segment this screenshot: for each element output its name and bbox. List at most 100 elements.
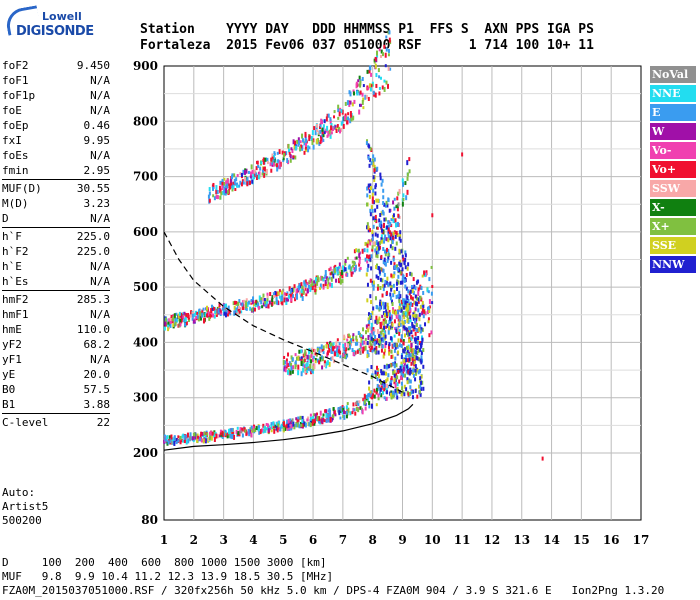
echo-point [382,321,385,326]
echo-point [393,206,396,211]
echo-point [363,397,366,402]
echo-point [299,140,302,144]
echo-point [395,281,398,286]
echo-point [225,303,228,308]
echo-point [409,289,412,294]
echo-point [361,347,364,352]
echo-point [411,348,414,353]
param-separator [2,227,110,228]
echo-point [237,431,240,436]
echo-point [407,331,410,337]
param-value: N/A [90,353,110,366]
echo-point [366,260,369,264]
echo-point [213,433,216,438]
echo-point [421,327,424,332]
echo-point [364,94,367,100]
echo-point [358,258,361,264]
echo-point [299,146,302,152]
echo-point [380,182,383,187]
echo-point [314,130,317,136]
echo-point [408,353,411,358]
echo-point [380,211,383,216]
echo-point [210,430,213,435]
echo-point [249,427,252,432]
echo-point [392,274,395,279]
echo-point [183,438,186,444]
echo-point [400,381,403,386]
echo-point [375,315,378,320]
echo-point [382,211,385,216]
echo-point [288,286,291,292]
echo-point [379,321,382,327]
echo-point [285,297,288,302]
echo-point [321,418,324,424]
echo-point [323,419,326,423]
echo-point [415,280,418,285]
echo-point [384,249,387,254]
param-value: N/A [90,74,110,87]
legend-item: E [650,104,696,121]
echo-point [421,300,424,305]
x-tick-label: 4 [249,533,257,547]
echo-point [368,400,371,405]
echo-point [383,386,386,392]
echo-point [406,160,409,166]
parameter-panel: foF2 9.450 foF1 N/A foF1p N/A foE N/A foEp 0.46 fx… [2,58,110,430]
echo-point [383,325,386,330]
echo-point [370,326,373,331]
echo-point [420,380,423,385]
echo-point [371,282,374,287]
echo-point [344,260,347,266]
echo-point [357,403,360,407]
echo-point [414,301,417,306]
echo-point [355,335,358,341]
echo-point [257,302,260,308]
param-name: h`Es [2,275,29,288]
echo-point [326,113,329,118]
echo-point [389,292,392,297]
echo-point [408,368,411,372]
echo-point [305,147,308,152]
echo-point [398,303,401,308]
echo-point [331,126,334,132]
footer-info: D 100 200 400 600 800 1000 1500 3000 [km… [2,556,664,598]
echo-point [247,170,250,174]
echo-point [332,342,335,346]
echo-point [305,138,308,143]
echo-point [275,296,278,302]
isolated-echo-point [431,213,434,218]
echo-point [262,160,265,165]
echo-point [400,361,403,366]
echo-point [394,383,397,389]
echo-point [401,277,404,282]
echo-point [313,280,316,284]
echo-point [356,349,359,354]
echo-point [372,188,375,193]
echo-point [426,287,429,293]
echo-point [419,304,422,309]
echo-point [393,373,396,378]
echo-point [313,413,316,417]
echo-point [414,331,417,336]
echo-point [314,352,317,356]
echo-point [291,369,294,374]
echo-point [300,371,303,377]
echo-point [383,396,386,400]
echo-point [261,305,264,309]
echo-point [324,270,327,276]
echo-point [376,377,379,382]
echo-point [328,344,331,350]
echo-point [386,83,389,89]
echo-point [293,284,296,289]
echo-point [403,333,406,338]
echo-point [253,302,256,307]
echo-point [309,287,312,292]
echo-point [374,191,377,196]
echo-point [330,346,333,351]
echo-point [400,355,403,360]
echo-point [233,434,236,440]
echo-point [254,300,257,304]
echo-point [267,428,270,433]
echo-point [341,269,344,275]
echo-point [331,269,334,274]
